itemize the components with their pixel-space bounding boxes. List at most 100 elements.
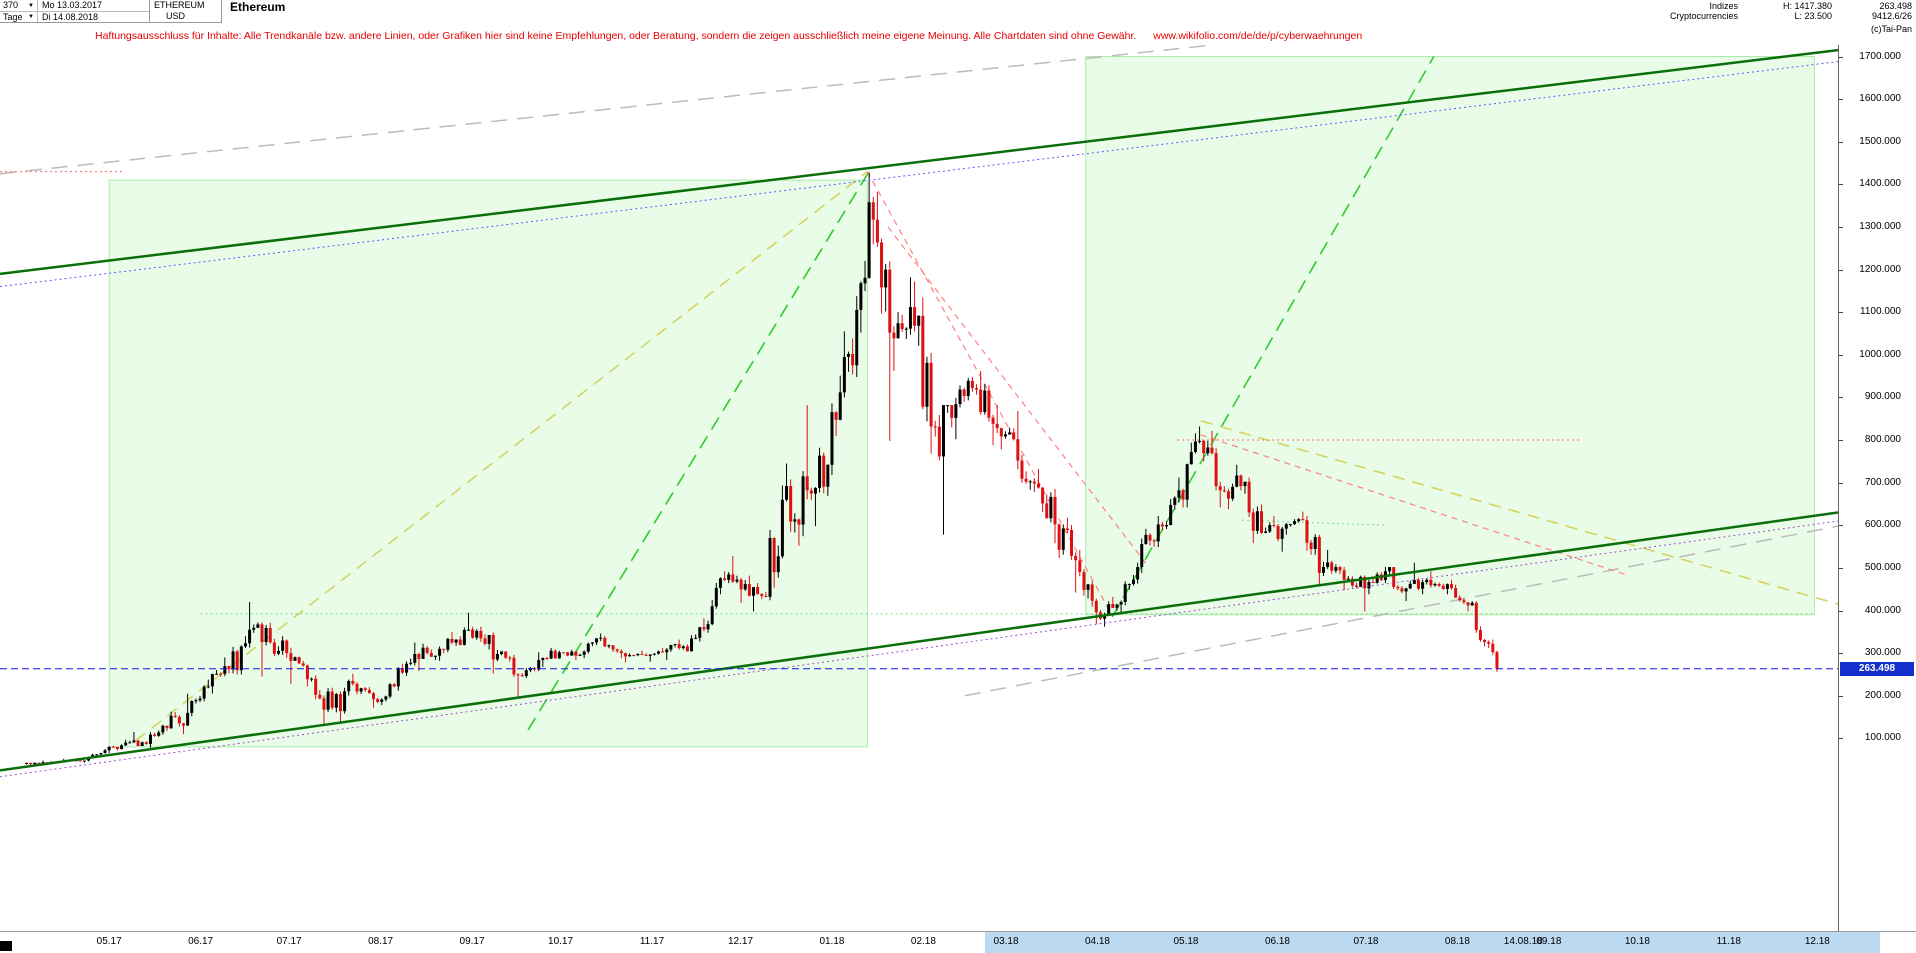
candle <box>970 376 974 392</box>
candle-body <box>491 634 495 660</box>
candle-body <box>144 742 148 744</box>
candle <box>1367 579 1371 595</box>
candle <box>466 612 470 631</box>
x-axis-label: 01.18 <box>819 936 845 947</box>
candle <box>731 555 735 583</box>
candle-body <box>1041 487 1045 504</box>
candle-body <box>384 696 388 700</box>
candle-body <box>731 574 735 582</box>
candle <box>322 695 326 725</box>
candle <box>297 656 301 664</box>
trend-channel-region-2017[interactable] <box>108 179 868 748</box>
candle-body <box>1425 579 1429 583</box>
chart-canvas[interactable] <box>0 45 1838 931</box>
candle-body <box>1375 574 1379 583</box>
y-axis-label: 1600.000 <box>1859 93 1901 105</box>
candle <box>1317 534 1321 586</box>
candle-body <box>165 725 169 729</box>
candle-body <box>1185 464 1189 500</box>
period-low-value: L: 23.500 <box>1794 11 1832 21</box>
candle-body <box>504 651 508 658</box>
yellow-uptrend-trendline[interactable] <box>135 170 868 742</box>
y-axis-tick <box>1839 226 1843 228</box>
candle <box>153 732 157 737</box>
candle-body <box>248 629 252 644</box>
candle <box>396 667 400 691</box>
candle-body <box>1371 581 1375 583</box>
candle-body <box>599 637 603 639</box>
candle <box>1020 454 1024 483</box>
main-uptrend-support-trendline[interactable] <box>0 511 1838 772</box>
main-uptrend-resistance-trendline[interactable] <box>0 48 1838 276</box>
candle-body <box>380 699 384 702</box>
candle-body <box>334 694 338 708</box>
candle-body <box>595 638 599 643</box>
chart-plot-area[interactable] <box>0 45 1838 931</box>
bars-count-dropdown[interactable]: 370 ▼ <box>0 0 38 11</box>
x-axis-label: 12.18 <box>1804 936 1830 947</box>
green-minor-support-trendline[interactable] <box>1242 519 1387 526</box>
candle-body <box>685 646 689 652</box>
candle <box>1272 515 1276 528</box>
support-parallel-purple-dotted-trendline[interactable] <box>0 520 1838 778</box>
instrument-name: Ethereum <box>230 0 286 14</box>
candle <box>859 281 863 333</box>
candle <box>206 679 210 689</box>
candle <box>1239 474 1243 491</box>
candle <box>756 583 760 595</box>
red-downtrend-parallel-trendline[interactable] <box>887 226 1149 567</box>
x-axis-label: 08.18 <box>1444 936 1470 947</box>
candle <box>822 452 826 494</box>
candle-body <box>644 654 648 656</box>
candle-body <box>789 486 793 522</box>
candle <box>855 296 859 377</box>
candle <box>483 634 487 646</box>
candle <box>1181 488 1185 508</box>
candle-body <box>694 637 698 639</box>
candle-body <box>995 423 999 429</box>
y-axis-label: 500.000 <box>1864 561 1901 573</box>
candle <box>111 746 115 748</box>
candle <box>1334 564 1338 573</box>
candle-body <box>681 646 685 649</box>
candle <box>1189 442 1193 465</box>
y-axis-label: 400.000 <box>1864 604 1901 616</box>
candle <box>1491 639 1495 655</box>
candle-body <box>1061 528 1065 550</box>
chart-start-date: Mo 13.03.2017 <box>42 0 103 10</box>
candle-body <box>1214 453 1218 487</box>
candle-body <box>1247 481 1251 513</box>
x-axis-label: 10.17 <box>548 936 574 947</box>
candle <box>1152 539 1156 547</box>
candle-body <box>590 642 594 644</box>
candle <box>277 646 281 656</box>
resistance-parallel-blue-dotted-trendline[interactable] <box>0 61 1838 288</box>
candlestick-series[interactable] <box>25 172 1499 765</box>
candle-body <box>264 628 268 642</box>
candle-body <box>293 657 297 661</box>
candle-body <box>1222 490 1226 492</box>
gray-channel-lower-trendline[interactable] <box>964 525 1838 697</box>
y-axis-tick <box>1839 567 1843 569</box>
candle-body <box>1392 567 1396 587</box>
candle <box>851 338 855 375</box>
candle-body <box>458 639 462 645</box>
candle-body <box>173 715 177 717</box>
gray-channel-upper-trendline[interactable] <box>0 45 1213 175</box>
candle-body <box>359 688 363 692</box>
secondary-value: 9412.6/26 <box>1871 11 1912 21</box>
yellow-downtrend-trendline[interactable] <box>1200 420 1838 605</box>
candle-body <box>780 499 784 557</box>
candle-body <box>132 740 136 743</box>
candle <box>384 695 388 702</box>
candle <box>1074 552 1078 593</box>
timeframe-dropdown[interactable]: Tage ▼ <box>0 12 38 22</box>
candle <box>239 645 243 675</box>
candle-body <box>1321 567 1325 573</box>
candle-body <box>310 678 314 680</box>
candle-body <box>227 666 231 670</box>
trend-channel-region-2018[interactable] <box>1085 56 1815 616</box>
candle-body <box>508 657 512 659</box>
candle-body <box>797 519 801 525</box>
green-fan-right-trendline[interactable] <box>1111 56 1435 618</box>
